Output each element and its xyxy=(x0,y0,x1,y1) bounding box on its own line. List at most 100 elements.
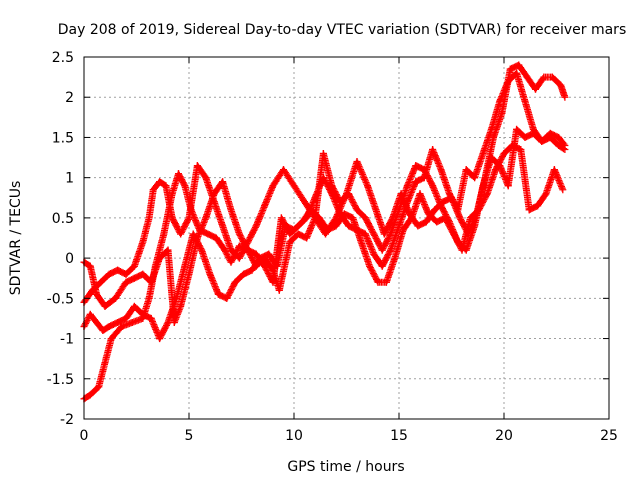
y-tick-label: -1.5 xyxy=(47,372,74,388)
data-point xyxy=(177,230,185,238)
data-point xyxy=(387,246,395,254)
y-tick-label: -2 xyxy=(60,412,74,428)
data-point xyxy=(555,133,563,141)
data-point xyxy=(227,258,235,266)
data-point xyxy=(361,214,369,222)
data-point xyxy=(399,226,407,234)
data-point xyxy=(139,310,147,318)
data-point xyxy=(86,262,94,270)
data-point xyxy=(204,230,212,238)
data-point xyxy=(332,222,340,230)
data-point xyxy=(303,234,311,242)
data-point xyxy=(162,182,170,190)
data-point xyxy=(193,234,201,242)
data-point xyxy=(93,318,101,326)
data-point xyxy=(408,214,416,222)
data-point xyxy=(340,210,348,218)
data-point xyxy=(431,206,439,214)
data-series xyxy=(80,61,569,403)
data-point xyxy=(504,182,512,190)
data-point xyxy=(437,166,445,174)
plot-frame xyxy=(83,56,610,420)
data-point xyxy=(483,190,491,198)
y-tick-label: 0.5 xyxy=(52,211,74,227)
y-tick-label: 0 xyxy=(65,251,74,267)
data-point xyxy=(561,93,569,101)
data-point xyxy=(235,242,243,250)
data-point xyxy=(170,318,178,326)
data-point xyxy=(378,246,386,254)
data-point xyxy=(240,270,248,278)
data-point xyxy=(521,97,529,105)
data-point xyxy=(227,206,235,214)
data-point xyxy=(202,174,210,182)
data-point xyxy=(86,391,94,399)
data-point xyxy=(160,230,168,238)
y-tick-label: -0.5 xyxy=(47,291,74,307)
data-point xyxy=(164,318,172,326)
data-point xyxy=(214,290,222,298)
data-point xyxy=(523,73,531,81)
data-point xyxy=(498,109,506,117)
data-point xyxy=(219,178,227,186)
data-point xyxy=(462,246,470,254)
data-point xyxy=(286,230,294,238)
data-point xyxy=(181,182,189,190)
data-point xyxy=(298,218,306,226)
data-point xyxy=(252,222,260,230)
data-point xyxy=(349,214,357,222)
data-point xyxy=(364,182,371,190)
data-point xyxy=(366,262,374,270)
data-point xyxy=(322,230,329,238)
data-point xyxy=(370,250,378,258)
data-point xyxy=(235,254,243,262)
data-point xyxy=(414,222,422,230)
data-point xyxy=(286,238,294,246)
data-point xyxy=(557,81,565,89)
data-point xyxy=(244,246,252,254)
data-point xyxy=(118,322,126,330)
data-point xyxy=(382,278,390,286)
data-point xyxy=(252,262,260,270)
x-tick-label: 25 xyxy=(600,428,618,444)
data-point xyxy=(319,150,327,158)
data-point xyxy=(301,198,308,206)
data-point xyxy=(361,230,369,238)
data-point xyxy=(538,137,546,145)
x-tick-label: 0 xyxy=(80,428,89,444)
data-point xyxy=(280,166,287,174)
data-point xyxy=(521,133,529,141)
data-point xyxy=(336,198,344,206)
y-tick-label: -1 xyxy=(60,332,74,348)
data-point xyxy=(395,206,403,214)
data-point xyxy=(130,262,138,270)
data-point xyxy=(86,310,94,318)
data-point xyxy=(261,254,269,262)
data-point xyxy=(345,190,353,198)
y-tick-label: 2 xyxy=(65,90,74,106)
data-point xyxy=(466,214,474,222)
data-point xyxy=(550,166,558,174)
data-point xyxy=(107,335,115,343)
axis-ticks: 0 5 10 15 20 25 2.5 2 1.5 1 0.5 0 -0.5 -1 -1.5 -2 xyxy=(47,50,618,444)
data-point xyxy=(517,146,525,154)
data-point xyxy=(353,206,361,214)
data-point xyxy=(422,218,430,226)
data-point xyxy=(525,206,533,214)
data-point xyxy=(139,238,147,246)
data-point xyxy=(97,278,105,286)
data-point xyxy=(221,246,229,254)
data-point xyxy=(114,266,122,274)
data-point xyxy=(403,182,411,190)
data-point xyxy=(294,230,302,238)
x-tick-label: 10 xyxy=(285,428,303,444)
data-point xyxy=(93,290,101,298)
data-point xyxy=(372,206,380,214)
data-point xyxy=(105,322,113,330)
data-point xyxy=(500,150,508,158)
data-point xyxy=(130,302,138,310)
data-point xyxy=(559,186,567,194)
data-point xyxy=(387,230,395,238)
data-point xyxy=(433,218,441,226)
data-point xyxy=(145,214,153,222)
